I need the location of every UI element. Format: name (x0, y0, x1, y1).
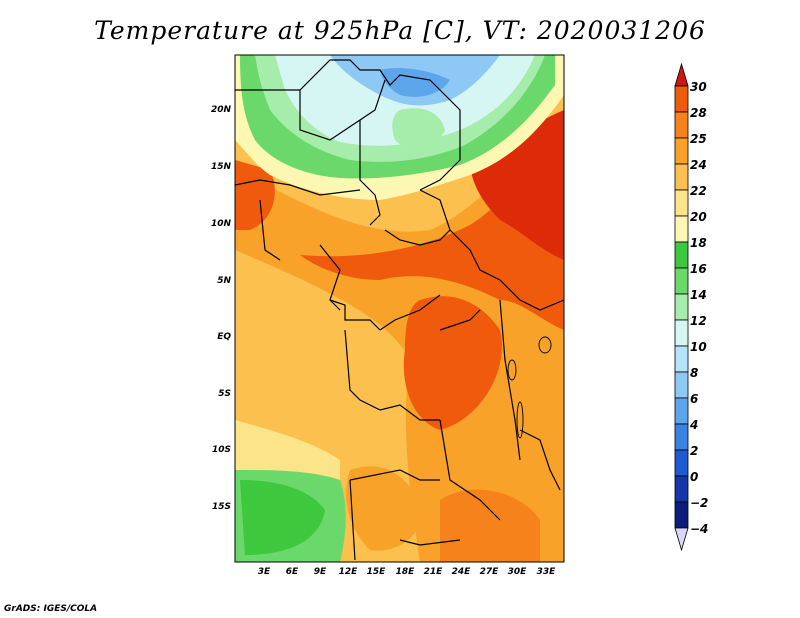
colorbar-label: 24 (690, 158, 707, 172)
map-frame (234, 54, 565, 563)
xtick-label: 21E (423, 567, 443, 577)
colorbar-label: 0 (690, 470, 699, 484)
colorbar-label: 30 (690, 80, 707, 94)
colorbar-label: 20 (690, 210, 707, 224)
colorbar-label: 8 (690, 366, 699, 380)
map-title: Temperature at 925hPa [C], VT: 202003120… (94, 16, 706, 45)
xtick-label: 30E (507, 567, 527, 577)
xtick-label: 6E (285, 567, 299, 577)
colorbar-segment (674, 345, 689, 373)
colorbar-segment (674, 111, 689, 139)
colorbar-top-triangle (674, 62, 689, 87)
colorbar-label: 2 (690, 444, 699, 458)
xtick-label: 3E (257, 567, 271, 577)
colorbar-segment (674, 423, 689, 451)
xtick-label: 12E (338, 567, 358, 577)
colorbar-segment (674, 397, 689, 425)
colorbar-label: 14 (690, 288, 707, 302)
colorbar-label: 25 (690, 132, 707, 146)
colorbar-segment (674, 189, 689, 217)
xtick-label: 15E (366, 567, 386, 577)
grads-credit: GrADS: IGES/COLA (4, 604, 98, 614)
xtick-label: 9E (313, 567, 327, 577)
colorbar-segment (674, 267, 689, 295)
ytick-label: 15N (210, 162, 231, 172)
xtick-label: 27E (479, 567, 499, 577)
colorbar-label: 6 (690, 392, 699, 406)
ytick-label: 5N (217, 276, 231, 286)
xtick-label: 33E (536, 567, 556, 577)
colorbar-label: 10 (690, 340, 707, 354)
colorbar-segment (674, 241, 689, 269)
ytick-label: 10N (210, 219, 231, 229)
country-borders (235, 59, 564, 561)
colorbar-segment (674, 163, 689, 191)
colorbar-segment (674, 449, 689, 477)
colorbar-label: 16 (690, 262, 707, 276)
ytick-label: EQ (217, 332, 231, 342)
colorbar-label: 18 (690, 236, 707, 250)
lakes (507, 336, 552, 439)
ytick-label: 15S (211, 502, 231, 512)
ytick-label: 20N (210, 105, 231, 115)
colorbar-segment (674, 215, 689, 243)
colorbar-label: 12 (690, 314, 707, 328)
colorbar-segment (674, 137, 689, 165)
colorbar-segment (674, 501, 689, 529)
colorbar-bottom-triangle (674, 527, 689, 552)
colorbar (674, 62, 689, 552)
colorbar-segment (674, 475, 689, 503)
colorbar-segment (674, 293, 689, 321)
colorbar-label: −2 (690, 496, 709, 510)
xtick-label: 24E (451, 567, 471, 577)
colorbar-segment (674, 319, 689, 347)
temperature-field (235, 55, 564, 562)
colorbar-label: 22 (690, 184, 707, 198)
xtick-label: 18E (395, 567, 415, 577)
colorbar-label: 28 (690, 106, 707, 120)
colorbar-segment (674, 85, 689, 113)
ytick-label: 10S (211, 445, 231, 455)
colorbar-segment (674, 371, 689, 399)
colorbar-label: 4 (690, 418, 699, 432)
colorbar-label: −4 (690, 522, 709, 536)
ytick-label: 5S (218, 389, 231, 399)
